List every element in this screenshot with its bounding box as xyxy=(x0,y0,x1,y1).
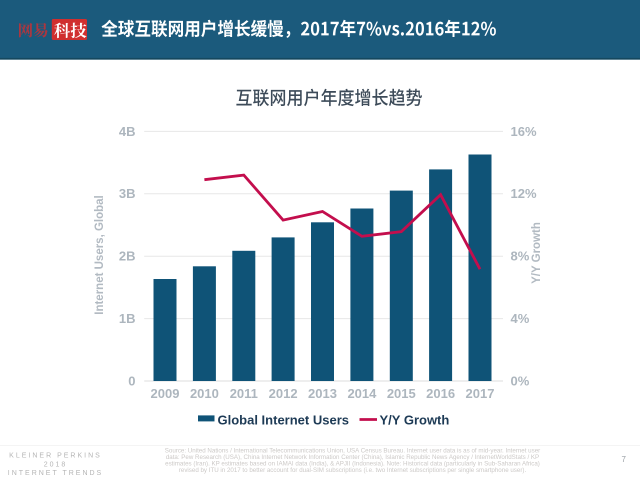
svg-text:data: Pew Research (USA), Chin: data: Pew Research (USA), China Internet… xyxy=(166,454,539,461)
svg-text:2016: 2016 xyxy=(426,386,455,401)
svg-text:2011: 2011 xyxy=(230,386,258,401)
svg-text:1B: 1B xyxy=(119,311,136,326)
svg-text:2018: 2018 xyxy=(44,462,68,469)
svg-text:KLEINER PERKINS: KLEINER PERKINS xyxy=(9,453,102,460)
svg-text:12%: 12% xyxy=(511,186,537,201)
svg-text:2009: 2009 xyxy=(151,386,180,401)
svg-text:16%: 16% xyxy=(511,124,537,139)
svg-text:2010: 2010 xyxy=(190,386,219,401)
svg-text:Y/Y Growth: Y/Y Growth xyxy=(380,412,450,427)
svg-text:2012: 2012 xyxy=(269,386,298,401)
svg-text:revised by ITU in 2017 to bett: revised by ITU in 2017 to better account… xyxy=(179,467,527,474)
svg-text:Source: United Nations / Inter: Source: United Nations / International T… xyxy=(165,448,540,455)
svg-text:estimates (Iran). KP estimates: estimates (Iran). KP estimates based on … xyxy=(165,461,540,468)
svg-text:0%: 0% xyxy=(511,373,530,388)
svg-text:2014: 2014 xyxy=(347,386,377,401)
svg-text:Internet Users, Global: Internet Users, Global xyxy=(94,195,106,315)
svg-text:INTERNET TRENDS: INTERNET TRENDS xyxy=(8,470,103,477)
svg-text:2015: 2015 xyxy=(387,386,416,401)
svg-text:Global Internet Users: Global Internet Users xyxy=(218,412,349,427)
svg-text:Y/Y Growth: Y/Y Growth xyxy=(531,222,543,284)
svg-text:0: 0 xyxy=(128,373,135,388)
svg-text:4%: 4% xyxy=(511,311,530,326)
svg-text:3B: 3B xyxy=(119,186,136,201)
svg-text:4B: 4B xyxy=(119,124,136,139)
svg-text:2B: 2B xyxy=(119,249,136,264)
svg-text:2013: 2013 xyxy=(308,386,337,401)
svg-text:2017: 2017 xyxy=(466,386,495,401)
svg-text:7: 7 xyxy=(622,455,627,464)
svg-text:8%: 8% xyxy=(511,249,530,264)
